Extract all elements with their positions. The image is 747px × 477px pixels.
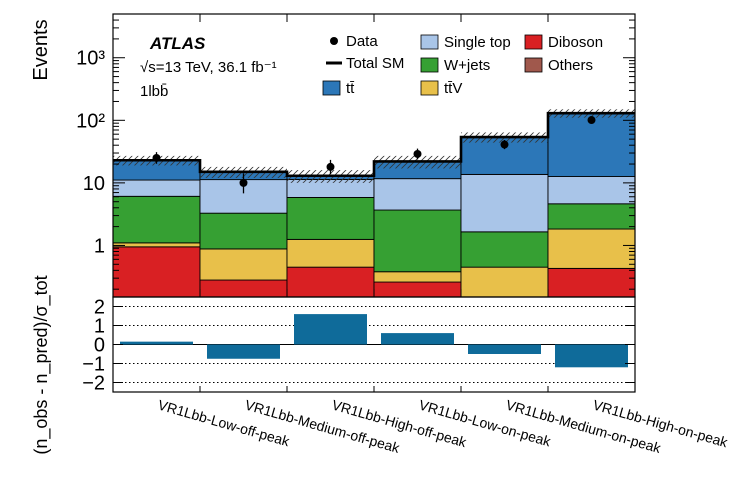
- y-axis-label: Events: [30, 19, 52, 80]
- legend-entry-single-top: Single top: [420, 34, 511, 51]
- legend-label-wjets: W+jets: [444, 57, 490, 74]
- data-point-bin-4: [413, 149, 422, 158]
- data-point-bin-6: [587, 116, 596, 125]
- bar-diboson-bin-1: [112, 246, 201, 298]
- ratio-y-tick-label: 1: [94, 316, 105, 338]
- data-point-bin-3: [326, 162, 335, 171]
- ratio-bar-bin-3: [294, 314, 367, 345]
- legend-swatch-single-top: [420, 34, 439, 50]
- legend-label-total-sm: Total SM: [346, 55, 404, 72]
- bar-ttv-bin-4: [373, 271, 462, 283]
- bar-w-jets-bin-4: [373, 209, 462, 273]
- bar-w-jets-bin-3: [286, 196, 375, 240]
- legend-swatch-diboson: [524, 34, 543, 50]
- ratio-y-tick-label: 2: [94, 297, 105, 319]
- legend-entry-ttv: tt̄V: [420, 80, 462, 97]
- bar-ttv-bin-1: [112, 242, 201, 248]
- plot-layer: [112, 109, 636, 298]
- ratio-bar-bin-5: [468, 344, 541, 354]
- legend-entry-diboson: Diboson: [524, 34, 603, 51]
- legend-label-ttbar: tt̄: [346, 80, 355, 97]
- ratio-bar-bin-1: [120, 341, 193, 345]
- y-tick-label: 10²: [76, 110, 105, 132]
- bar-w-jets-bin-2: [199, 212, 288, 250]
- legend: Data Total SM tt̄ Single top W+jets tt̄V…: [322, 33, 603, 97]
- legend-entry-others: Others: [524, 57, 593, 74]
- bar-w-jets-bin-5: [460, 231, 549, 268]
- data-point-bin-1: [152, 153, 161, 162]
- y-tick-label: 10: [83, 173, 105, 195]
- region-label: 1lbb̄: [140, 83, 168, 100]
- bar-diboson-bin-6: [547, 267, 636, 298]
- legend-entry-ttbar: tt̄: [322, 80, 355, 97]
- bar-single-top-bin-5: [460, 173, 549, 233]
- ratio-y-tick-label: −1: [82, 354, 105, 376]
- ratio-y-tick-label: 0: [94, 335, 105, 357]
- data-point-bin-5: [500, 140, 509, 149]
- bar-ttv-bin-3: [286, 238, 375, 268]
- legend-swatch-wjets: [420, 57, 439, 73]
- ratio-bar-bin-6: [555, 344, 628, 368]
- bar-single-top-bin-4: [373, 178, 462, 211]
- legend-entry-total-sm: Total SM: [326, 55, 404, 72]
- bar-diboson-bin-4: [373, 281, 462, 298]
- bar-ttv-bin-6: [547, 228, 636, 269]
- legend-entry-wjets: W+jets: [420, 57, 490, 74]
- total-sm-line: [113, 111, 635, 178]
- legend-label-diboson: Diboson: [548, 34, 603, 51]
- ratio-bar-bin-2: [207, 344, 280, 359]
- bar-diboson-bin-3: [286, 266, 375, 298]
- legend-swatch-others: [524, 57, 543, 73]
- legend-marker-data: [330, 37, 338, 45]
- legend-label-single-top: Single top: [444, 34, 511, 51]
- y-tick-label: 10³: [76, 48, 105, 70]
- bar-ttv-bin-2: [199, 248, 288, 281]
- legend-entry-data: Data: [330, 33, 378, 50]
- legend-label-ttv: tt̄V: [444, 80, 462, 97]
- legend-swatch-ttv: [420, 80, 439, 96]
- y-tick-label: 1: [94, 235, 105, 257]
- energy-label: √s=13 TeV, 36.1 fb⁻¹: [140, 59, 277, 76]
- bar-w-jets-bin-1: [112, 195, 201, 244]
- ratio-y-tick-label: −2: [82, 373, 105, 395]
- ratio-layer: [113, 306, 635, 383]
- bar-diboson-bin-2: [199, 279, 288, 298]
- legend-swatch-ttbar: [322, 80, 341, 96]
- legend-label-data: Data: [346, 33, 378, 50]
- bar-single-top-bin-1: [112, 179, 201, 197]
- ratio-bar-bin-4: [381, 333, 454, 345]
- ratio-y-axis-label: (n_obs - n_pred)/σ_tot: [31, 275, 52, 454]
- bar-w-jets-bin-6: [547, 203, 636, 230]
- bar-ttv-bin-5: [460, 266, 549, 298]
- data-point-bin-2: [239, 178, 248, 187]
- legend-label-others: Others: [548, 57, 593, 74]
- bar-single-top-bin-6: [547, 176, 636, 205]
- atlas-label: ATLAS: [149, 34, 206, 53]
